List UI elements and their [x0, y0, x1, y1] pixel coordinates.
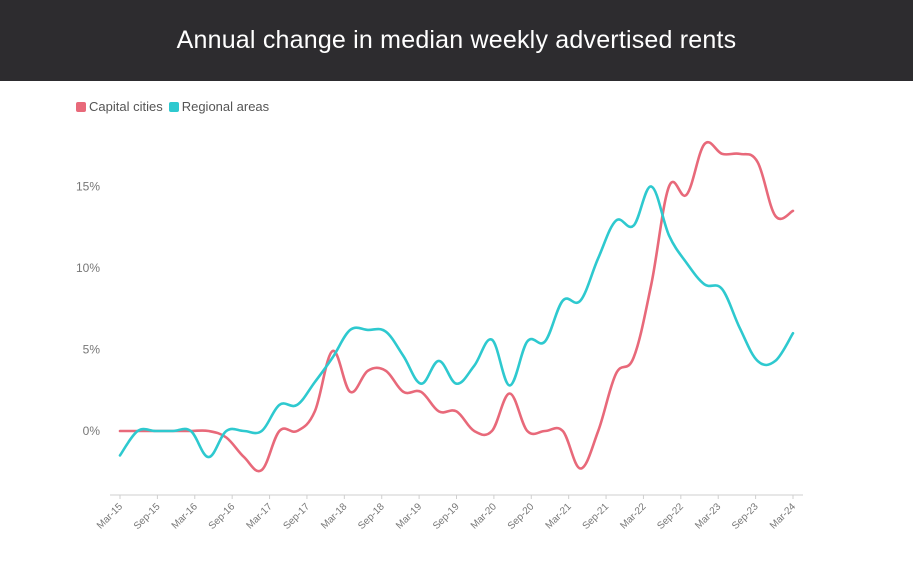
regional-areas-line — [118, 185, 795, 459]
x-tick-label: Sep-22 — [655, 501, 686, 532]
y-tick-label: 10% — [76, 261, 100, 275]
legend-label-capital: Capital cities — [89, 99, 163, 114]
x-tick-label: Sep-23 — [730, 501, 761, 532]
x-tick-label: Sep-21 — [581, 501, 612, 532]
x-tick-label: Mar-15 — [95, 501, 125, 531]
legend-item-capital[interactable]: Capital cities — [76, 99, 163, 114]
x-tick-label: Sep-17 — [281, 501, 312, 532]
x-tick-label: Sep-18 — [356, 501, 387, 532]
chart-legend: Capital cities Regional areas — [76, 99, 275, 114]
x-tick-label: Mar-23 — [693, 501, 723, 531]
x-tick-label: Mar-22 — [618, 501, 648, 531]
chart-axes: 0% 5% 10% 15% Mar-15 Sep-15 Mar-16 Sep-16 Mar-17… — [76, 180, 803, 532]
x-tick-label: Mar-16 — [170, 501, 200, 531]
legend-label-regional: Regional areas — [181, 99, 270, 114]
y-tick-label: 5% — [83, 343, 101, 357]
x-tick-label: Mar-24 — [768, 501, 798, 531]
capital-cities-line — [118, 140, 795, 473]
x-tick-label: Mar-17 — [244, 501, 274, 531]
x-tick-label: Sep-16 — [207, 501, 238, 532]
y-tick-label: 0% — [83, 424, 101, 438]
chart-series — [118, 140, 795, 473]
legend-swatch-capital — [76, 101, 86, 112]
x-tick-label: Mar-21 — [544, 501, 574, 531]
x-tick-label: Sep-19 — [431, 501, 462, 532]
legend-swatch-regional — [168, 101, 179, 112]
chart-header: Annual change in median weekly advertise… — [0, 0, 913, 81]
y-tick-label: 15% — [76, 180, 100, 194]
x-tick-label: Mar-20 — [469, 501, 499, 531]
x-tick-label: Mar-19 — [394, 501, 424, 531]
x-tick-label: Mar-18 — [319, 501, 349, 531]
x-tick-label: Sep-20 — [506, 501, 537, 532]
legend-item-regional[interactable]: Regional areas — [168, 99, 270, 114]
chart-title: Annual change in median weekly advertise… — [176, 26, 737, 54]
x-tick-label: Sep-15 — [132, 501, 163, 532]
